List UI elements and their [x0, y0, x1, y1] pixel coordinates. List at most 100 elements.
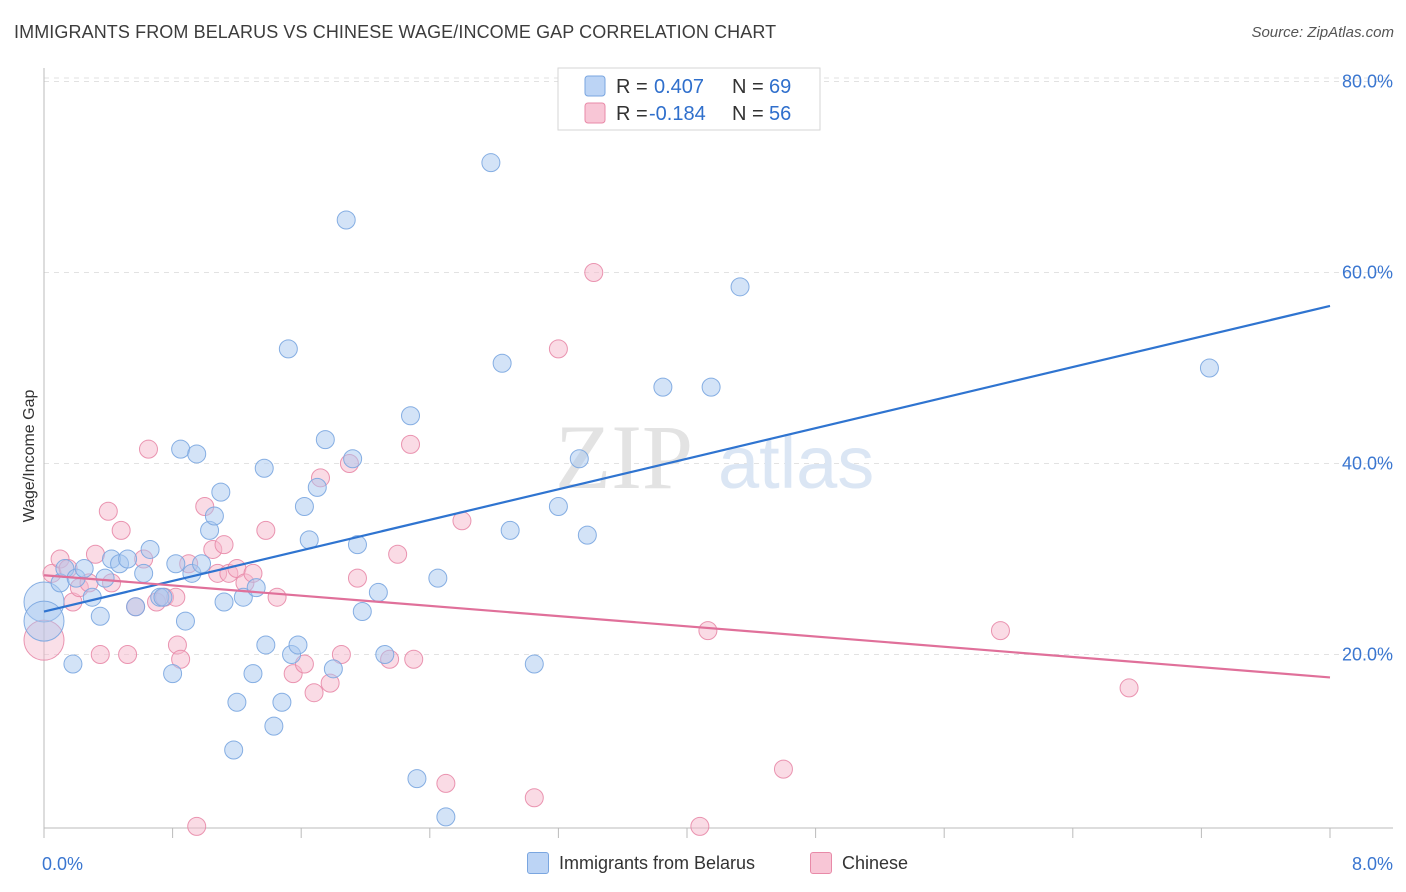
belarus-point: [233, 587, 253, 607]
y-tick-label-40: 40.0%: [1342, 454, 1393, 474]
belarus-point: [288, 635, 308, 655]
belarus-point: [82, 587, 102, 607]
y-axis-label: Wage/Income Gap: [21, 390, 38, 523]
belarus-point: [368, 582, 388, 602]
belarus-point: [653, 377, 673, 397]
chinese-point: [138, 439, 158, 459]
legend-n-label-chinese: N =: [732, 103, 764, 125]
trend-lines: [43, 304, 1331, 679]
chinese-point: [118, 645, 138, 664]
belarus-point: [204, 506, 224, 526]
chinese-point: [347, 568, 367, 588]
belarus-point: [428, 568, 448, 588]
belarus-point: [294, 496, 314, 516]
belarus-point: [95, 568, 115, 588]
belarus-point: [481, 153, 501, 173]
legend-r-value-belarus: 0.407: [654, 76, 704, 98]
chinese-point: [990, 621, 1010, 641]
chinese-point: [171, 649, 191, 669]
belarus-point: [730, 277, 750, 297]
trend-line-chinese: [43, 574, 1331, 679]
belarus-point: [166, 554, 186, 574]
belarus-point: [254, 458, 274, 478]
belarus-point: [347, 535, 367, 555]
x-tick-max: 8.0%: [1352, 854, 1393, 874]
source-label: Source: ZipAtlas.com: [1251, 24, 1394, 41]
chinese-point: [388, 544, 408, 564]
legend-n-value-chinese: 56: [769, 103, 791, 125]
belarus-point: [500, 520, 520, 540]
belarus-point: [307, 477, 327, 497]
chinese-point: [90, 645, 110, 664]
x-tick-min: 0.0%: [42, 854, 83, 874]
belarus-point: [243, 664, 263, 684]
belarus-point: [23, 581, 65, 623]
belarus-point: [264, 716, 284, 736]
belarus-point: [153, 587, 173, 607]
chart-title: IMMIGRANTS FROM BELARUS VS CHINESE WAGE/…: [14, 22, 777, 42]
belarus-point: [352, 602, 372, 622]
chinese-point: [214, 535, 234, 555]
legend-swatch-chinese: [584, 102, 606, 124]
belarus-point: [90, 606, 110, 626]
belarus-point: [214, 592, 234, 612]
chinese-point: [1119, 678, 1139, 698]
series-chinese: [23, 263, 1139, 836]
chinese-point: [331, 645, 351, 664]
chinese-point: [294, 654, 314, 674]
y-axis-tick-labels: 20.0% 40.0% 60.0% 80.0%: [1342, 72, 1393, 665]
belarus-point: [375, 645, 395, 664]
belarus-point: [315, 430, 335, 450]
belarus-point: [126, 597, 146, 617]
y-tick-label-80: 80.0%: [1342, 72, 1393, 92]
legend-r-label-belarus: R =: [616, 76, 648, 98]
chinese-point: [436, 773, 456, 793]
belarus-point: [407, 769, 427, 789]
bottom-legend-label-belarus: Immigrants from Belarus: [559, 852, 756, 873]
chinese-point: [23, 619, 65, 661]
chinese-point: [548, 339, 568, 359]
chinese-point: [401, 434, 421, 454]
belarus-point: [63, 654, 83, 674]
belarus-point: [701, 377, 721, 397]
legend-r-label-chinese: R =: [616, 103, 648, 125]
chinese-point: [267, 587, 287, 607]
chinese-point: [187, 816, 207, 836]
belarus-point: [524, 654, 544, 674]
belarus-point: [1199, 358, 1219, 378]
belarus-point: [211, 482, 231, 502]
bottom-legend-chinese: Chinese: [810, 852, 908, 874]
legend-n-label-belarus: N =: [732, 76, 764, 98]
belarus-point: [343, 449, 363, 469]
chinese-point: [584, 263, 604, 282]
x-axis-ticks: [43, 828, 1331, 838]
trend-line-belarus: [43, 304, 1331, 613]
bottom-legend-label-chinese: Chinese: [842, 852, 909, 873]
belarus-point: [140, 539, 160, 559]
belarus-point: [175, 611, 195, 631]
belarus-point: [224, 740, 244, 760]
bottom-legend-belarus: Immigrants from Belarus: [527, 852, 755, 874]
belarus-point: [256, 635, 276, 655]
belarus-point: [323, 659, 343, 679]
belarus-point: [163, 664, 183, 684]
y-tick-label-60: 60.0%: [1342, 263, 1393, 283]
chinese-point: [111, 520, 131, 540]
belarus-point: [401, 406, 421, 426]
belarus-point: [492, 353, 512, 373]
legend-swatch-belarus: [584, 75, 606, 97]
legend-r-value-chinese: -0.184: [649, 103, 706, 125]
y-tick-label-20: 20.0%: [1342, 645, 1393, 665]
legend-n-value-belarus: 69: [769, 76, 791, 98]
belarus-point: [436, 807, 456, 827]
chinese-point: [98, 501, 118, 521]
belarus-point: [336, 210, 356, 230]
chinese-point: [690, 816, 710, 836]
chinese-point: [404, 649, 424, 669]
bottom-legend-swatch-belarus: [527, 852, 549, 874]
legend-box: R = 0.407 N = 69 R = -0.184 N = 56: [557, 67, 821, 131]
belarus-point: [272, 692, 292, 712]
belarus-point: [74, 559, 94, 579]
belarus-point: [569, 449, 589, 469]
